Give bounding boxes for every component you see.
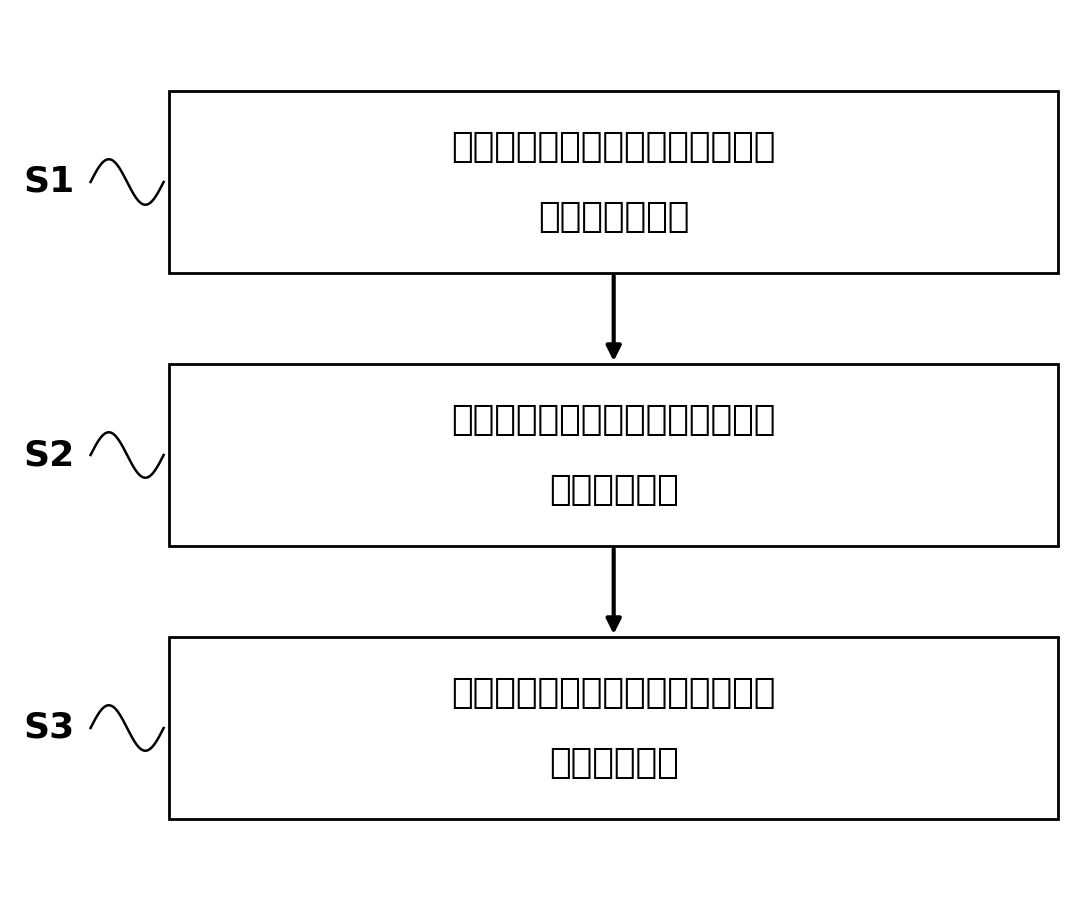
Text: 对浆料抽真空、除泡处理后得到氧: 对浆料抽真空、除泡处理后得到氧: [452, 676, 776, 711]
Bar: [169, 637, 1058, 819]
Text: 在聚乙烯醇水溶液中加入氧化镁粉: 在聚乙烯醇水溶液中加入氧化镁粉: [452, 403, 776, 438]
Text: 将聚乙烯醇加入到去离子水中制得: 将聚乙烯醇加入到去离子水中制得: [452, 130, 776, 165]
Text: 聚乙烯醇水溶液: 聚乙烯醇水溶液: [538, 199, 690, 234]
Text: S1: S1: [24, 165, 74, 199]
Text: 体混匀成浆料: 体混匀成浆料: [549, 472, 679, 507]
Text: S2: S2: [24, 438, 74, 472]
Text: 化镁陶瓷墨水: 化镁陶瓷墨水: [549, 745, 679, 780]
Text: S3: S3: [24, 711, 74, 745]
Bar: [169, 91, 1058, 273]
Bar: [169, 364, 1058, 546]
